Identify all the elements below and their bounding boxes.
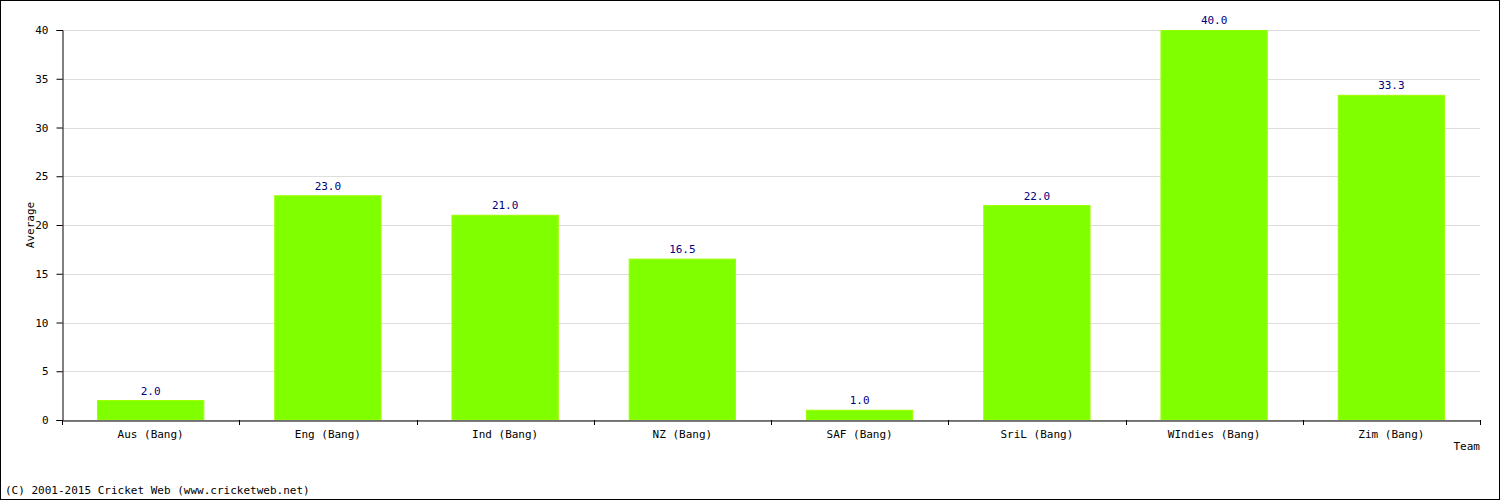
y-tick-label: 35 [35,73,48,86]
bars [97,30,1444,420]
y-axis-line [57,31,64,421]
x-separator [239,420,240,425]
y-tick: 30 [35,122,62,135]
y-tick: 5 [42,365,63,378]
y-tick: 20 [35,219,62,232]
y-axis-title: Average [24,202,37,248]
y-tick-mark [57,79,63,80]
data-label: 21.0 [492,199,519,212]
x-separator [1480,420,1481,425]
x-axis-title: Team [1454,440,1481,453]
x-tick: NZ (Bang) [653,428,713,441]
y-tick: 35 [35,73,62,86]
data-label: 16.5 [669,243,696,256]
bar [1338,95,1444,420]
y-tick-label: 20 [35,219,48,232]
chart: 2.0 23.0 21.0 16.5 1.0 22.0 40.0 33.3 0 5 10 15 20 25… [0,0,1500,500]
grid [62,31,1480,421]
data-label: 40.0 [1201,14,1228,27]
y-axis: 0 5 10 15 20 25 30 35 40 [35,24,63,427]
bar [97,401,203,421]
y-tick-label: 40 [35,24,48,37]
x-separator [1303,420,1304,425]
y-tick-label: 25 [35,170,48,183]
y-tick: 25 [35,170,62,183]
y-tick-label: 5 [42,365,49,378]
x-separator [594,420,595,425]
y-tick-mark [57,225,63,226]
x-tick: Ind (Bang) [472,428,538,441]
annotation: (C) 2001-2015 Cricket Web (www.cricketwe… [5,484,310,497]
x-tick: Aus (Bang) [118,428,184,441]
x-tick: WIndies (Bang) [1168,428,1261,441]
data-label: 2.0 [141,385,161,398]
x-tick: Eng (Bang) [295,428,361,441]
x-tick-label: Zim (Bang) [1358,428,1424,441]
bar [452,215,558,420]
bar [275,196,381,420]
bar [984,206,1090,421]
x-tick-label: Ind (Bang) [472,428,538,441]
y-tick-mark [57,30,63,31]
x-separator [948,420,949,425]
x-tick-label: WIndies (Bang) [1168,428,1261,441]
y-tick-label: 15 [35,268,48,281]
x-tick-label: Eng (Bang) [295,428,361,441]
x-separator [417,420,418,425]
x-tick-label: SriL (Bang) [1000,428,1073,441]
x-tick: SriL (Bang) [1000,428,1073,441]
data-label: 33.3 [1378,79,1405,92]
y-tick-mark [57,323,63,324]
bar [1161,30,1267,420]
y-tick: 10 [35,317,62,330]
y-tick-label: 30 [35,122,48,135]
bar [629,259,735,420]
x-tick-label: NZ (Bang) [653,428,713,441]
y-tick-mark [57,371,63,372]
bar [806,410,912,420]
background [1,1,1500,500]
x-separators [63,420,1481,425]
data-labels: 2.0 23.0 21.0 16.5 1.0 22.0 40.0 33.3 [141,14,1405,407]
y-tick: 0 [42,414,63,427]
data-label: 23.0 [315,180,342,193]
y-tick-mark [57,176,63,177]
x-separator [62,420,63,425]
y-tick: 40 [35,24,62,37]
x-tick: SAF (Bang) [827,428,893,441]
y-tick-mark [57,420,63,421]
y-tick-mark [57,274,63,275]
y-tick-label: 0 [42,414,49,427]
data-label: 22.0 [1024,190,1051,203]
x-separator [771,420,772,425]
x-separator [1126,420,1127,425]
x-tick-label: SAF (Bang) [827,428,893,441]
y-tick-mark [57,128,63,129]
x-tick: Zim (Bang) [1358,428,1424,441]
x-tick-label: Aus (Bang) [118,428,184,441]
x-axis: Aus (Bang) Eng (Bang) Ind (Bang) NZ (Bang) S… [63,421,1481,441]
y-tick-label: 10 [35,317,48,330]
y-tick: 15 [35,268,62,281]
data-label: 1.0 [850,394,870,407]
